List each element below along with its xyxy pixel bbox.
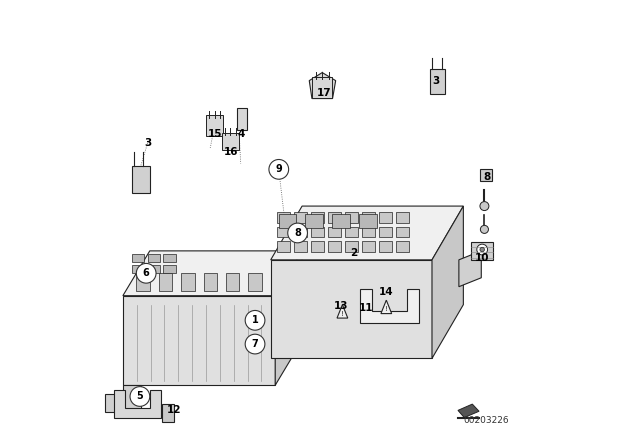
Bar: [248, 273, 262, 291]
Bar: [328, 227, 340, 237]
Text: 3: 3: [144, 138, 151, 148]
Circle shape: [477, 244, 488, 255]
Text: 6: 6: [143, 268, 150, 278]
Bar: [311, 227, 324, 237]
Bar: [312, 77, 332, 98]
Circle shape: [136, 263, 156, 283]
Bar: [472, 242, 493, 260]
Bar: [332, 214, 350, 228]
Circle shape: [480, 202, 489, 211]
Circle shape: [245, 310, 265, 330]
Text: 4: 4: [238, 129, 245, 139]
Bar: [277, 241, 289, 252]
Text: !: !: [341, 310, 344, 317]
Polygon shape: [275, 251, 302, 385]
Bar: [305, 214, 323, 228]
Bar: [362, 212, 374, 223]
Bar: [277, 212, 289, 223]
Circle shape: [481, 225, 488, 233]
Bar: [148, 265, 160, 273]
Bar: [222, 133, 239, 150]
Circle shape: [480, 247, 484, 252]
Bar: [345, 227, 358, 237]
Bar: [396, 212, 409, 223]
Text: 5: 5: [136, 392, 143, 401]
Bar: [345, 241, 358, 252]
Polygon shape: [271, 260, 432, 358]
Polygon shape: [105, 385, 141, 412]
Bar: [294, 227, 307, 237]
Bar: [328, 241, 340, 252]
Polygon shape: [360, 289, 419, 323]
Text: 13: 13: [334, 301, 349, 310]
Bar: [359, 214, 377, 228]
Bar: [132, 265, 145, 273]
Text: 3: 3: [432, 76, 439, 86]
Polygon shape: [432, 206, 463, 358]
Text: 7: 7: [252, 339, 259, 349]
Polygon shape: [309, 73, 336, 99]
Text: 14: 14: [379, 287, 394, 297]
Polygon shape: [123, 296, 275, 385]
Text: 15: 15: [207, 129, 222, 139]
Bar: [294, 241, 307, 252]
Bar: [163, 254, 176, 262]
Bar: [132, 166, 150, 193]
Bar: [148, 254, 160, 262]
Text: 12: 12: [167, 405, 182, 415]
Polygon shape: [271, 206, 463, 260]
Bar: [132, 254, 145, 262]
Bar: [396, 227, 409, 237]
Bar: [277, 227, 289, 237]
Bar: [379, 241, 392, 252]
Bar: [396, 241, 409, 252]
Text: 9: 9: [275, 164, 282, 174]
Bar: [163, 265, 176, 273]
Circle shape: [130, 387, 150, 406]
Bar: [379, 227, 392, 237]
Text: 10: 10: [475, 253, 490, 263]
Bar: [311, 241, 324, 252]
Text: 8: 8: [483, 172, 490, 182]
Polygon shape: [458, 404, 479, 418]
Text: 16: 16: [224, 147, 239, 157]
Bar: [362, 227, 374, 237]
Polygon shape: [381, 300, 392, 314]
Circle shape: [245, 334, 265, 354]
Bar: [362, 241, 374, 252]
Polygon shape: [459, 251, 481, 287]
Text: 17: 17: [317, 88, 332, 98]
Bar: [181, 273, 195, 291]
Bar: [163, 404, 173, 422]
Text: 1: 1: [252, 315, 259, 325]
Bar: [311, 212, 324, 223]
Bar: [278, 214, 296, 228]
Circle shape: [288, 223, 307, 243]
Bar: [237, 108, 247, 130]
Polygon shape: [337, 305, 348, 318]
Bar: [206, 115, 223, 135]
Text: !: !: [385, 306, 388, 312]
Circle shape: [269, 159, 289, 179]
Text: 2: 2: [350, 248, 357, 258]
Bar: [345, 212, 358, 223]
Bar: [480, 169, 493, 181]
Bar: [159, 273, 172, 291]
Bar: [379, 212, 392, 223]
Polygon shape: [114, 390, 161, 418]
Text: 00203226: 00203226: [463, 416, 509, 425]
Bar: [294, 212, 307, 223]
Bar: [430, 69, 445, 94]
Text: 11: 11: [358, 303, 373, 313]
Bar: [328, 212, 340, 223]
Bar: [226, 273, 239, 291]
Bar: [204, 273, 217, 291]
Text: 8: 8: [294, 228, 301, 238]
Polygon shape: [123, 251, 302, 296]
Bar: [136, 273, 150, 291]
